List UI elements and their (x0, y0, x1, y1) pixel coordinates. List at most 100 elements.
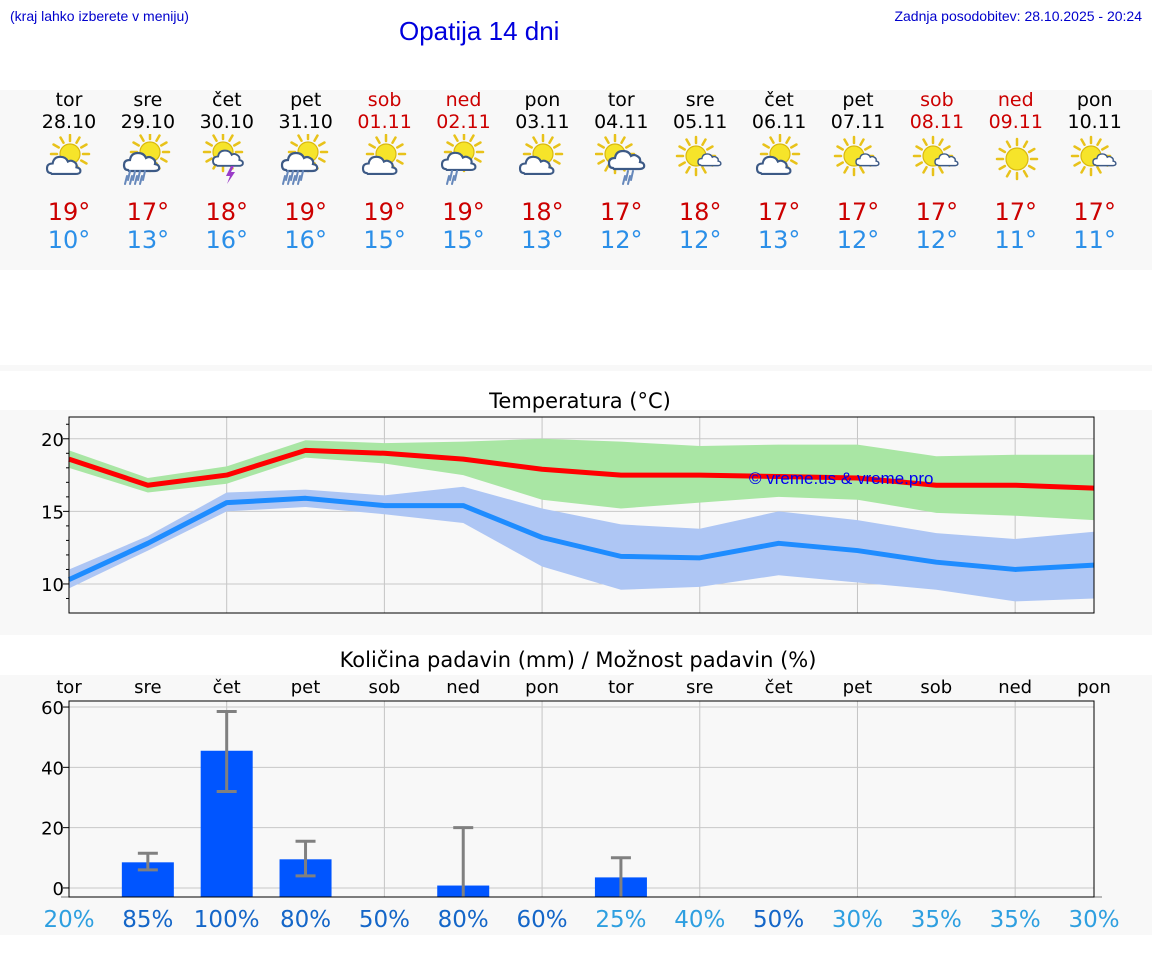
day-name: pon (1076, 89, 1113, 111)
separator (0, 365, 1152, 371)
day-name: sob (920, 89, 954, 111)
precip-chance-label: 100% (194, 907, 260, 933)
precip-chance-label: 85% (122, 907, 173, 933)
min-temperature: 12° (915, 226, 959, 254)
day-name: tor (607, 89, 635, 111)
precip-chance-label: 80% (438, 907, 489, 933)
precip-chance-label: 30% (832, 907, 883, 933)
sun-cloud-icon (359, 133, 413, 188)
day-name: čet (212, 89, 242, 111)
page-title: Opatija 14 dni (399, 16, 560, 46)
day-date: 04.11 (594, 111, 649, 133)
day-date: 09.11 (988, 111, 1043, 133)
sun-small-cloud-icon (1069, 134, 1123, 188)
min-temperature: 12° (836, 226, 880, 254)
y-tick-label: 0 (53, 879, 64, 900)
min-temperature: 13° (757, 226, 801, 254)
day-date: 05.11 (672, 111, 728, 133)
min-temperature: 10° (47, 226, 91, 254)
temperature-chart-title: Temperatura (°C) (488, 389, 671, 413)
day-date: 02.11 (436, 111, 491, 133)
day-name: pet (290, 89, 322, 111)
precip-day-label: čet (213, 677, 241, 698)
precip-chance-label: 50% (359, 907, 410, 933)
sun-cloud-rain-icon (438, 131, 492, 188)
max-temperature: 17° (757, 198, 801, 226)
day-name: ned (445, 89, 482, 111)
precip-day-label: pet (291, 677, 321, 698)
precip-day-label: pon (525, 677, 559, 698)
day-name: pon (524, 89, 561, 111)
y-tick-label: 10 (41, 575, 64, 596)
day-date: 10.11 (1067, 111, 1122, 133)
precip-chance-label: 40% (674, 907, 725, 933)
min-temperature: 11° (994, 226, 1038, 254)
max-temperature: 19° (284, 198, 327, 226)
sun-cloud-heavy-rain-icon (280, 131, 334, 188)
last-updated: Zadnja posodobitev: 28.10.2025 - 20:24 (894, 8, 1142, 24)
sun-big-cloud-rain-icon (595, 133, 649, 188)
min-temperature: 12° (600, 226, 643, 254)
max-temperature: 17° (915, 198, 959, 226)
precip-day-label: sob (920, 677, 952, 698)
sun-cloud-icon (753, 133, 807, 188)
day-name: tor (55, 89, 83, 111)
day-name: sre (685, 89, 715, 111)
location-hint: (kraj lahko izberete v meniju) (10, 8, 189, 24)
max-temperature: 17° (600, 198, 643, 226)
y-tick-label: 15 (41, 502, 64, 523)
precip-day-label: ned (446, 677, 480, 698)
min-temperature: 11° (1073, 226, 1116, 254)
watermark: © vreme.us & vreme.pro (749, 469, 933, 488)
precip-panel-bg (0, 675, 1152, 935)
precip-chance-label: 60% (517, 907, 568, 933)
min-temperature: 15° (363, 226, 406, 254)
sun-small-cloud-icon (911, 134, 965, 188)
sun-cloud-heavy-rain-icon (122, 131, 176, 188)
min-temperature: 13° (521, 226, 564, 254)
day-name: čet (764, 89, 794, 111)
day-date: 28.10 (41, 111, 97, 133)
precip-day-label: čet (765, 677, 793, 698)
max-temperature: 19° (442, 198, 485, 226)
sun-small-cloud-icon (832, 134, 886, 188)
precip-chance-label: 25% (595, 907, 646, 933)
day-date: 03.11 (515, 111, 570, 133)
sun-icon (990, 134, 1044, 188)
day-date: 08.11 (909, 111, 965, 133)
max-temperature: 17° (836, 198, 880, 226)
min-temperature: 15° (442, 226, 485, 254)
max-temperature: 17° (994, 198, 1038, 226)
max-temperature: 19° (363, 198, 406, 226)
precip-chance-label: 50% (753, 907, 804, 933)
precip-plot-frame (68, 700, 1095, 898)
max-temperature: 18° (678, 198, 722, 226)
y-tick-label: 60 (41, 698, 64, 719)
precip-chance-label: 30% (1068, 907, 1119, 933)
precip-chance-label: 20% (43, 907, 94, 933)
sun-cloud-icon (43, 133, 97, 188)
day-date: 07.11 (830, 111, 886, 133)
min-temperature-line (67, 495, 1095, 582)
daily-forecast-strip: tor 28.10 19° 10° sre 29.10 17° 13° čet 30.10 1… (0, 90, 1152, 270)
precip-day-label: ned (998, 677, 1032, 698)
max-temperature: 17° (1073, 198, 1116, 226)
max-temperature-line (68, 447, 1095, 491)
y-tick-label: 40 (41, 758, 64, 779)
min-temperature: 13° (126, 226, 170, 254)
sun-thunderstorm-icon (201, 131, 255, 188)
min-temperature: 12° (678, 226, 722, 254)
min-temperature: 16° (205, 226, 249, 254)
precip-chance-label: 35% (911, 907, 962, 933)
max-temperature: 17° (126, 198, 170, 226)
precip-chance-label: 35% (990, 907, 1041, 933)
day-date: 30.10 (199, 111, 254, 133)
max-temperature: 18° (521, 198, 564, 226)
precip-day-label: pet (843, 677, 873, 698)
max-temperature: 19° (47, 198, 91, 226)
sun-cloud-icon (516, 133, 570, 188)
precip-day-label: tor (56, 677, 82, 698)
precip-day-label: pon (1077, 677, 1111, 698)
day-date: 31.10 (278, 111, 333, 133)
